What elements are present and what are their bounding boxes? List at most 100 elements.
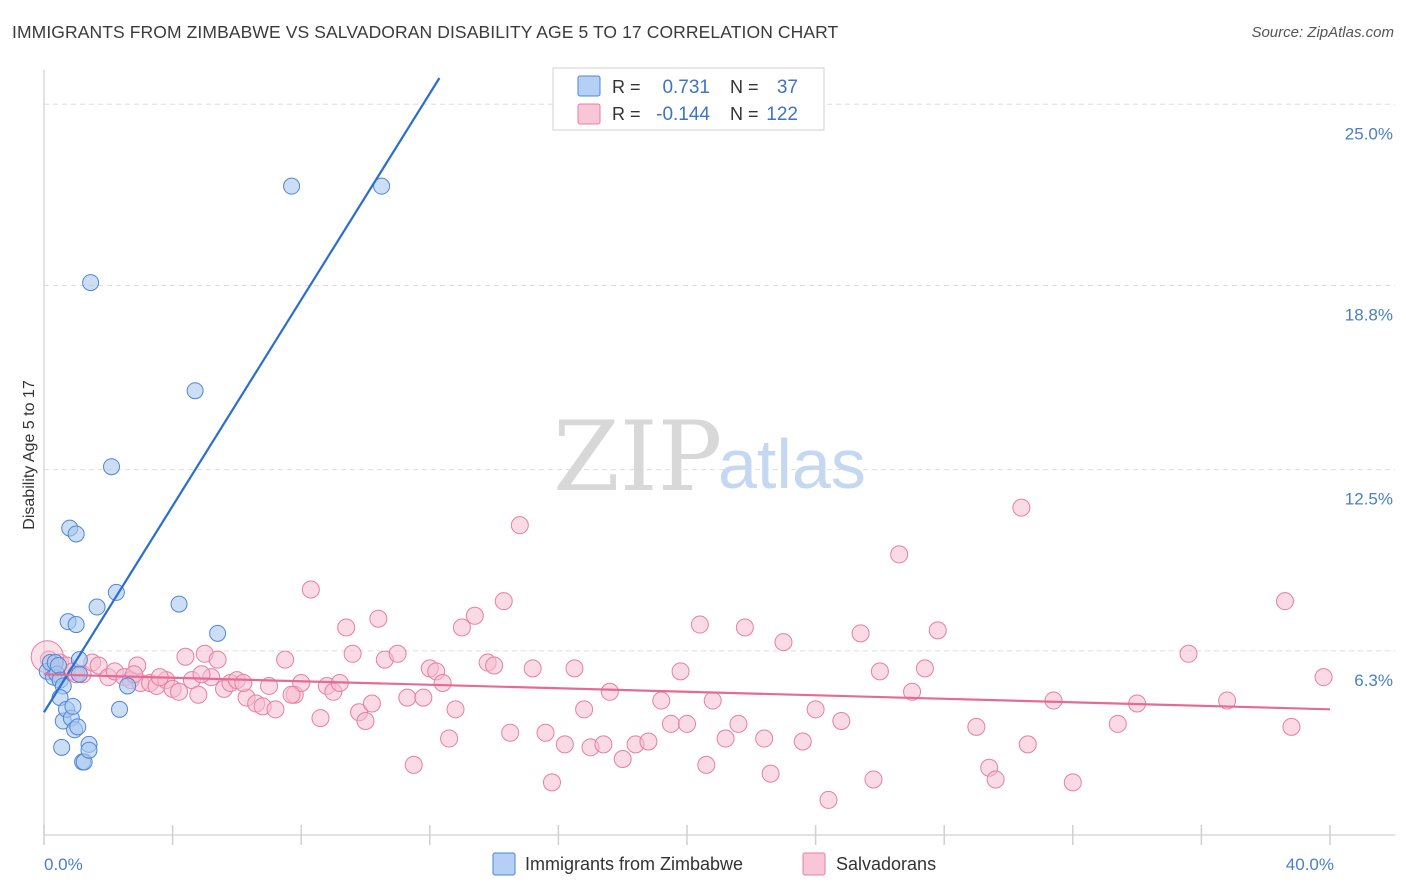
- data-point-salvadorans: [761, 764, 780, 783]
- data-point-zimbabwe: [119, 677, 137, 695]
- data-point-salvadorans: [369, 609, 388, 628]
- y-tick-label: 6.3%: [1354, 671, 1393, 690]
- data-point-salvadorans: [671, 662, 690, 681]
- series-zimbabwe-points: [38, 177, 391, 771]
- data-point-zimbabwe: [53, 738, 71, 756]
- data-point-salvadorans: [260, 676, 279, 695]
- data-point-salvadorans: [89, 656, 108, 675]
- data-point-salvadorans: [600, 682, 619, 701]
- data-point-salvadorans: [735, 618, 754, 637]
- data-point-salvadorans: [311, 709, 330, 728]
- data-point-zimbabwe: [67, 525, 85, 543]
- data-point-zimbabwe: [209, 624, 227, 642]
- trend-line-zimbabwe: [43, 77, 441, 713]
- x-tick-label-max: 40.0%: [1286, 855, 1334, 874]
- data-point-salvadorans: [819, 790, 838, 809]
- data-point-salvadorans: [465, 606, 484, 625]
- data-point-salvadorans: [565, 659, 584, 678]
- legend-r-label: R =: [612, 104, 641, 124]
- legend-r-value: 0.731: [662, 77, 710, 98]
- data-point-salvadorans: [1218, 691, 1237, 710]
- data-point-zimbabwe: [373, 177, 391, 195]
- legend-r-value: -0.144: [656, 104, 710, 125]
- y-tick-label: 18.8%: [1345, 306, 1393, 325]
- data-point-zimbabwe: [103, 458, 121, 476]
- data-point-salvadorans: [433, 674, 452, 693]
- data-point-salvadorans: [1108, 714, 1127, 733]
- data-point-salvadorans: [774, 633, 793, 652]
- data-point-salvadorans: [276, 650, 295, 669]
- data-point-salvadorans: [388, 644, 407, 663]
- trend-lines: [43, 77, 1331, 713]
- data-point-salvadorans: [851, 624, 870, 643]
- y-tick-label: 25.0%: [1345, 124, 1393, 143]
- data-point-salvadorans: [404, 755, 423, 774]
- data-point-zimbabwe: [170, 595, 188, 613]
- grid-lines: [44, 103, 1395, 652]
- data-point-salvadorans: [864, 770, 883, 789]
- legend-label-salvadorans: Salvadorans: [836, 854, 936, 874]
- data-point-salvadorans: [398, 688, 417, 707]
- data-point-salvadorans: [536, 723, 555, 742]
- data-point-salvadorans: [928, 621, 947, 640]
- data-point-salvadorans: [652, 691, 671, 710]
- data-point-salvadorans: [594, 735, 613, 754]
- legend-n-label: N =: [730, 104, 759, 124]
- data-point-salvadorans: [639, 732, 658, 751]
- y-axis-label: Disability Age 5 to 17: [21, 380, 38, 530]
- x-tick-label-min: 0.0%: [44, 855, 83, 874]
- series-salvadorans-points: [30, 498, 1333, 809]
- data-point-zimbabwe: [82, 274, 100, 292]
- data-point-zimbabwe: [69, 718, 87, 736]
- data-point-salvadorans: [1282, 717, 1301, 736]
- data-point-salvadorans: [1179, 644, 1198, 663]
- data-point-zimbabwe: [80, 741, 98, 759]
- data-point-salvadorans: [613, 750, 632, 769]
- legend-swatch-salvadorans: [802, 852, 826, 876]
- data-point-salvadorans: [832, 712, 851, 731]
- data-point-salvadorans: [755, 729, 774, 748]
- axis-lines: [43, 70, 1395, 836]
- data-point-salvadorans: [697, 755, 716, 774]
- data-point-salvadorans: [661, 714, 680, 733]
- legend-n-value: 122: [766, 104, 798, 125]
- data-point-salvadorans: [356, 712, 375, 731]
- data-point-salvadorans: [890, 545, 909, 564]
- data-point-salvadorans: [678, 714, 696, 733]
- data-point-zimbabwe: [88, 598, 106, 616]
- data-point-zimbabwe: [283, 177, 301, 195]
- data-point-salvadorans: [716, 729, 735, 748]
- data-point-salvadorans: [343, 644, 362, 663]
- data-point-salvadorans: [414, 688, 433, 707]
- data-point-salvadorans: [1012, 498, 1031, 517]
- y-tick-label: 12.5%: [1345, 490, 1393, 509]
- legend-swatch-zimbabwe: [492, 852, 516, 876]
- data-point-salvadorans: [501, 723, 520, 742]
- data-point-salvadorans: [986, 770, 1005, 789]
- data-point-salvadorans: [189, 685, 208, 704]
- legend-label-zimbabwe: Immigrants from Zimbabwe: [525, 854, 743, 874]
- watermark-atlas: atlas: [718, 425, 866, 503]
- data-point-salvadorans: [510, 516, 529, 535]
- data-point-salvadorans: [542, 773, 561, 792]
- correlation-legend: R = 0.731 N = 37 R = -0.144 N = 122: [552, 67, 825, 131]
- legend-swatch-salvadorans: [577, 103, 601, 125]
- data-point-salvadorans: [915, 659, 934, 678]
- data-point-salvadorans: [337, 618, 356, 637]
- data-point-salvadorans: [234, 674, 253, 693]
- watermark-zip: ZIP: [553, 401, 722, 513]
- data-point-salvadorans: [292, 674, 311, 693]
- data-point-zimbabwe: [67, 616, 85, 634]
- data-point-salvadorans: [806, 700, 825, 719]
- data-point-salvadorans: [1018, 735, 1037, 754]
- data-point-salvadorans: [452, 618, 471, 637]
- data-point-salvadorans: [282, 685, 301, 704]
- data-point-salvadorans: [208, 650, 227, 669]
- data-point-salvadorans: [446, 700, 465, 719]
- data-point-salvadorans: [575, 700, 594, 719]
- data-point-salvadorans: [170, 682, 189, 701]
- data-point-salvadorans: [793, 732, 812, 751]
- data-point-salvadorans: [967, 717, 986, 736]
- data-point-salvadorans: [485, 656, 504, 675]
